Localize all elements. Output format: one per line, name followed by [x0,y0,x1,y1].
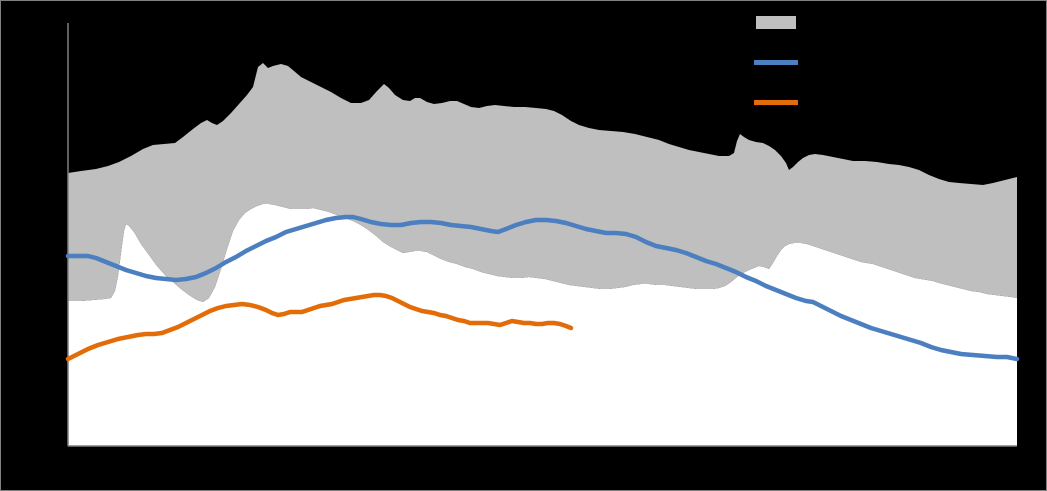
band-area [68,63,1017,302]
orange-line [65,292,574,362]
blue-line [65,214,1020,362]
